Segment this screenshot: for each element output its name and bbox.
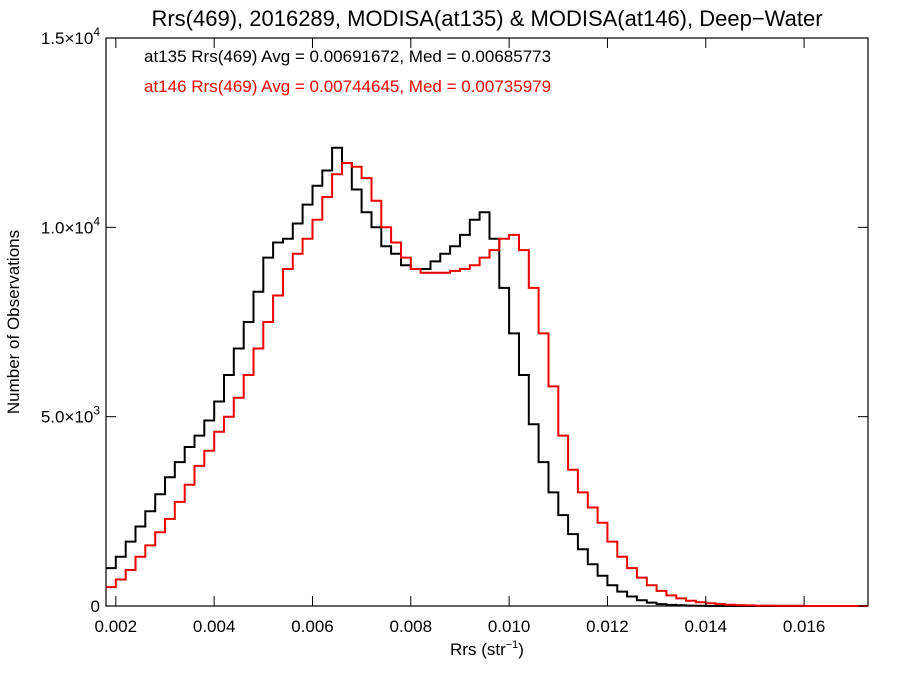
x-tick-label: 0.010: [488, 617, 531, 636]
y-tick-label: 5.0×103: [41, 404, 100, 427]
x-tick-label: 0.008: [390, 617, 433, 636]
x-axis-label-suffix: ): [518, 640, 524, 659]
y-tick-label: 1.0×104: [41, 214, 100, 237]
x-tick-label: 0.006: [291, 617, 334, 636]
chart-title: Rrs(469), 2016289, MODISA(at135) & MODIS…: [151, 6, 822, 31]
x-tick-label: 0.016: [783, 617, 826, 636]
y-tick-label: 1.5×104: [41, 25, 100, 48]
x-tick-label: 0.004: [193, 617, 236, 636]
series-layer: [106, 146, 868, 607]
x-tick-label: 0.002: [95, 617, 138, 636]
x-axis-label-main: Rrs (str: [450, 640, 506, 659]
y-axis-label: Number of Observations: [4, 230, 23, 414]
x-axis-ticks: 0.002 0.004 0.006 0.008 0.010 0.012 0.014 0.016: [95, 38, 826, 636]
x-tick-label: 0.014: [684, 617, 727, 636]
legend-entry-at146: at146 Rrs(469) Avg = 0.00744645, Med = 0…: [144, 77, 551, 96]
plot-frame: [105, 37, 869, 607]
series-at135-line: [106, 146, 868, 607]
legend-entry-at135: at135 Rrs(469) Avg = 0.00691672, Med = 0…: [144, 47, 551, 66]
x-axis-label-exponent: −1: [506, 639, 519, 651]
series-at146-line: [106, 162, 868, 607]
y-axis-ticks: 0 5.0×103 1.0×104 1.5×104: [41, 25, 868, 616]
y-tick-label: 0: [91, 597, 100, 616]
x-axis-label: Rrs (str−1): [450, 639, 524, 659]
x-tick-label: 0.012: [586, 617, 629, 636]
